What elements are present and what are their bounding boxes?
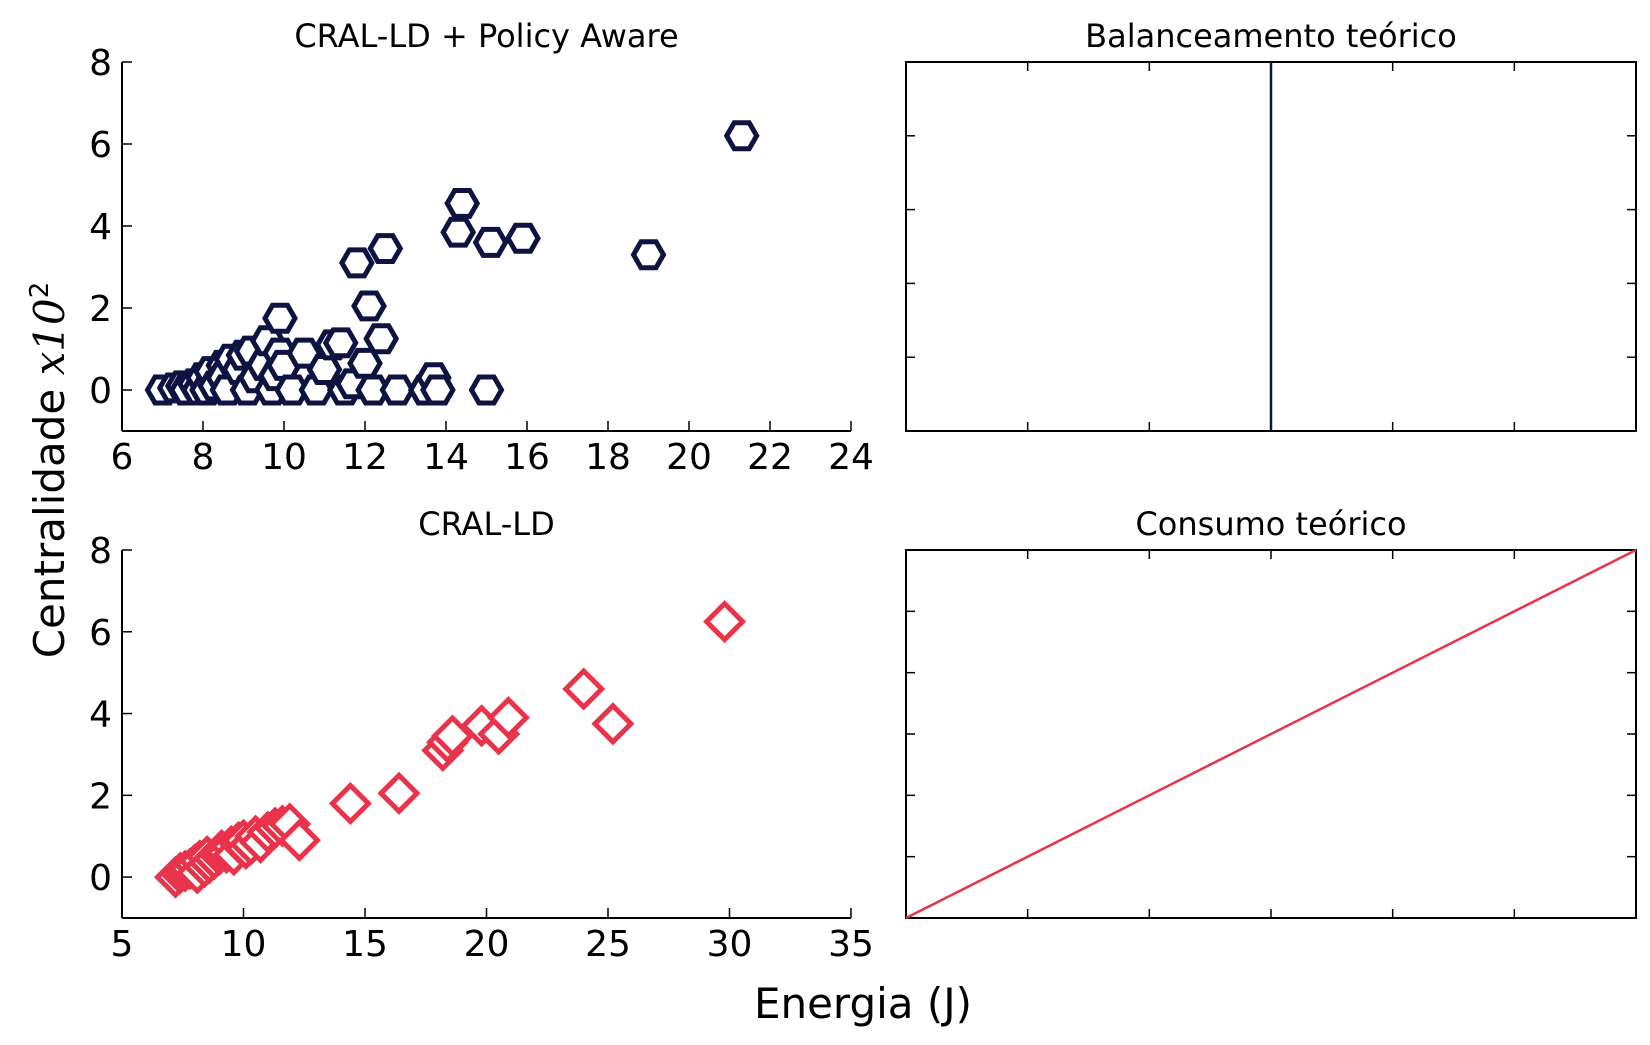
panel-top-right: Balanceamento teórico bbox=[905, 17, 1637, 432]
y-tick-label: 4 bbox=[89, 695, 112, 736]
y-tick-label: 8 bbox=[89, 531, 112, 572]
data-point-hexagon bbox=[468, 374, 505, 406]
x-tick-label: 35 bbox=[828, 924, 874, 965]
panel-bottom-right: Consumo teórico bbox=[905, 505, 1637, 920]
x-tick-label: 15 bbox=[342, 924, 388, 965]
x-tick-label: 20 bbox=[666, 437, 712, 478]
chart-title: CRAL-LD + Policy Aware bbox=[294, 17, 678, 55]
y-tick-label: 6 bbox=[89, 613, 112, 654]
data-point-hexagon bbox=[347, 347, 383, 379]
x-tick-label: 30 bbox=[707, 924, 753, 965]
y-tick-label: 0 bbox=[89, 371, 112, 412]
x-tick-label: 8 bbox=[192, 437, 215, 478]
data-point-hexagon bbox=[322, 327, 359, 359]
y-tick-label: 2 bbox=[89, 776, 112, 817]
data-point-hexagon bbox=[723, 120, 760, 152]
chart-title: Balanceamento teórico bbox=[1085, 17, 1457, 55]
data-point-hexagon bbox=[444, 188, 481, 219]
x-tick-label: 18 bbox=[585, 437, 631, 478]
x-tick-label: 22 bbox=[747, 437, 793, 478]
data-point-hexagon bbox=[630, 239, 667, 271]
x-tick-label: 25 bbox=[585, 924, 631, 965]
data-point-diamond bbox=[377, 771, 421, 815]
y-tick-label: 2 bbox=[89, 289, 112, 330]
x-tick-label: 5 bbox=[111, 924, 134, 965]
y-tick-label: 6 bbox=[89, 125, 112, 166]
chart-title: Consumo teórico bbox=[1135, 505, 1406, 543]
x-tick-label: 6 bbox=[111, 437, 134, 478]
data-point-diamond bbox=[277, 818, 321, 862]
y-axis-label-text: Centralidade bbox=[25, 389, 74, 659]
data-point-hexagon bbox=[351, 290, 387, 322]
data-point-hexagon bbox=[440, 216, 477, 248]
y-axis-label-math: x10 bbox=[25, 298, 74, 375]
y-tick-label: 0 bbox=[89, 858, 112, 899]
data-point-hexagon bbox=[367, 233, 404, 264]
data-point-hexagon bbox=[379, 374, 416, 406]
x-tick-label: 16 bbox=[504, 437, 550, 478]
data-point-hexagon bbox=[355, 374, 391, 406]
y-axis-label: Centralidade x102 bbox=[25, 282, 74, 659]
data-point-hexagon bbox=[363, 323, 400, 355]
panel-bottom-left: CRAL-LD 0 2 4 6 8 5 10 15 20 25 30 35 bbox=[89, 505, 874, 965]
x-tick-label: 20 bbox=[464, 924, 510, 965]
data-point-hexagon bbox=[505, 222, 541, 254]
data-point-hexagon bbox=[339, 247, 375, 279]
x-tick-label: 10 bbox=[221, 924, 267, 965]
data-point-diamond bbox=[703, 600, 747, 644]
y-axis-label-exp: 2 bbox=[25, 282, 55, 299]
x-tick-label: 14 bbox=[423, 437, 469, 478]
data-point-hexagon bbox=[472, 226, 509, 258]
data-point-hexagon bbox=[420, 374, 456, 406]
theoretical-line bbox=[905, 548, 1637, 920]
data-point-hexagon bbox=[274, 374, 310, 406]
x-tick-label: 12 bbox=[342, 437, 388, 478]
y-tick-label: 4 bbox=[89, 207, 112, 248]
x-tick-label: 10 bbox=[261, 437, 307, 478]
data-point-diamond bbox=[591, 702, 635, 746]
x-axis-label: Energia (J) bbox=[754, 979, 972, 1028]
data-point-diamond bbox=[486, 696, 530, 740]
data-point-diamond bbox=[328, 781, 372, 826]
data-point-diamond bbox=[562, 667, 606, 711]
x-tick-label: 24 bbox=[828, 437, 874, 478]
chart-title: CRAL-LD bbox=[418, 505, 554, 543]
y-tick-label: 8 bbox=[89, 43, 112, 84]
data-point-hexagon bbox=[262, 302, 298, 334]
